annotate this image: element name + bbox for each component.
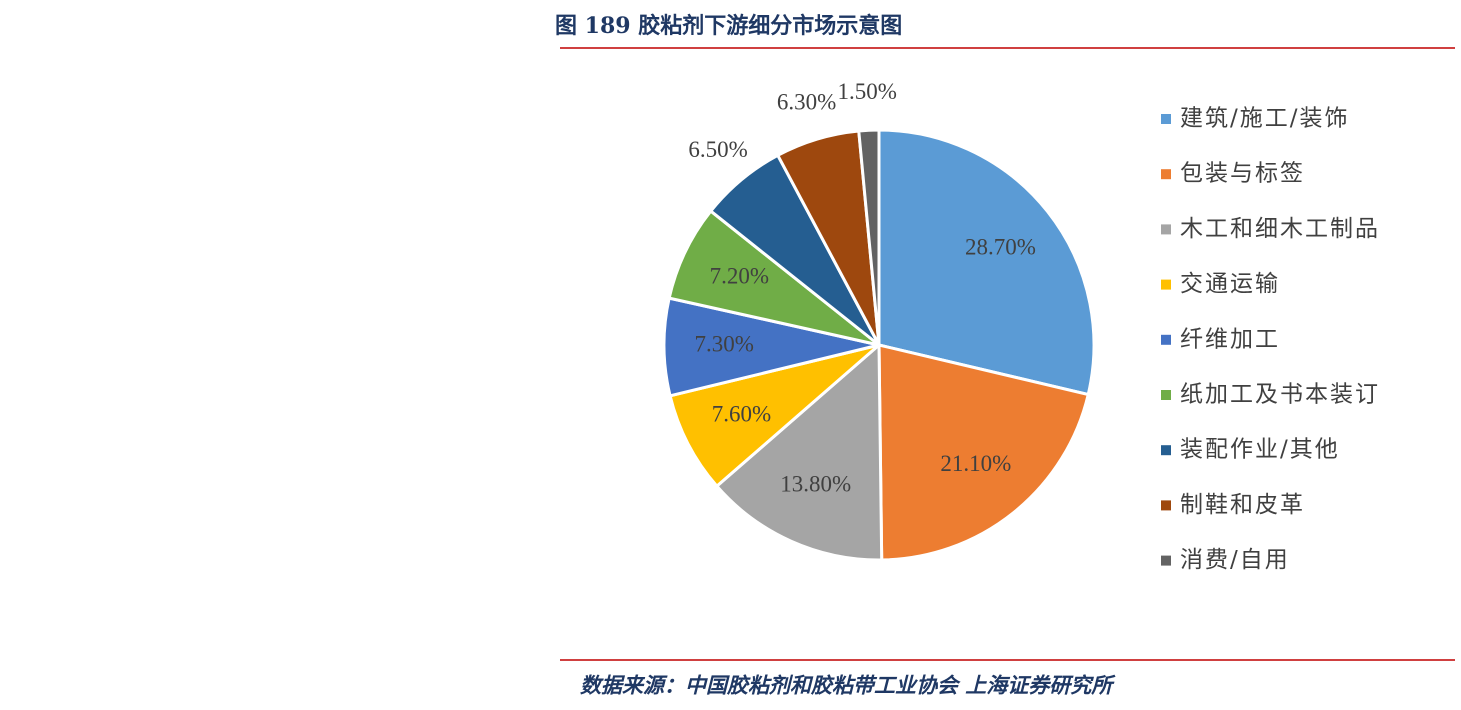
data-label: 28.70% <box>965 234 1036 259</box>
source-note: 数据来源：中国胶粘剂和胶粘带工业协会 上海证券研究所 <box>580 673 1116 698</box>
legend-label: 制鞋和皮革 <box>1180 492 1305 518</box>
legend-swatch <box>1161 334 1171 345</box>
legend-swatch <box>1161 224 1171 235</box>
pie-slice <box>668 343 880 489</box>
legend-label: 建筑/施工/装饰 <box>1180 106 1350 132</box>
legend-label: 装配作业/其他 <box>1180 437 1340 463</box>
data-label: 6.30% <box>777 89 836 114</box>
data-label: 13.80% <box>780 472 851 497</box>
legend-swatch <box>1161 500 1171 511</box>
data-label: 21.10% <box>940 451 1011 476</box>
chart-title: 图 189 胶粘剂下游细分市场示意图 <box>555 13 902 39</box>
legend-swatch <box>1161 555 1171 566</box>
data-label: 7.60% <box>712 401 771 426</box>
legend-label: 包装与标签 <box>1180 161 1305 187</box>
data-label: 7.20% <box>710 263 769 288</box>
legend-label: 木工和细木工制品 <box>1180 216 1380 242</box>
data-label: 1.50% <box>837 79 896 104</box>
data-label: 7.30% <box>694 332 753 357</box>
legend-swatch <box>1161 114 1171 124</box>
legend-swatch <box>1161 279 1171 290</box>
pie-slice <box>877 343 1091 562</box>
legend-label: 纤维加工 <box>1180 326 1280 352</box>
legend-swatch <box>1161 169 1171 180</box>
pie-slice <box>714 341 884 562</box>
legend-label: 交通运输 <box>1180 271 1280 297</box>
pie-slice <box>662 296 880 398</box>
pie-slice <box>877 128 1096 397</box>
pie-slice <box>857 128 881 346</box>
legend-label: 消费/自用 <box>1180 547 1290 573</box>
legend-swatch <box>1161 445 1171 456</box>
data-label: 6.50% <box>688 137 747 162</box>
legend-swatch <box>1161 390 1171 400</box>
legend-label: 纸加工及书本装订 <box>1180 382 1380 408</box>
